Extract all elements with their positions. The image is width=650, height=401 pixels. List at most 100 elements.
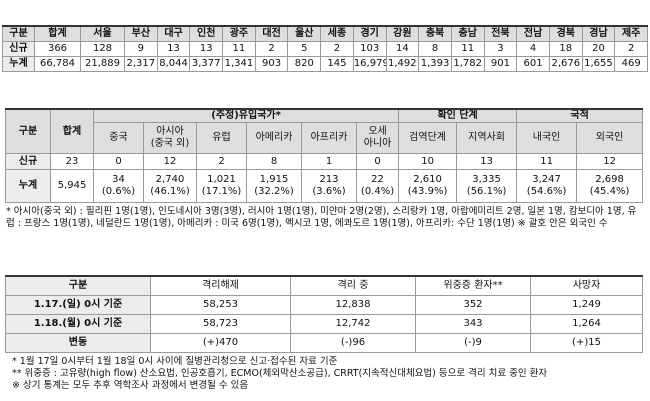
cell: 경기 [352, 25, 387, 42]
cell: 11 [222, 41, 256, 57]
cell: 1,249 [530, 295, 643, 315]
cell: 오세 아니아 [355, 122, 400, 154]
row: 신규 23 0 12 2 8 1 0 10 13 11 12 [5, 153, 644, 170]
cell: 1.18.(월) 0시 기준 [5, 314, 151, 334]
cell: 10 [398, 153, 458, 170]
cell: (-)9 [415, 333, 531, 353]
row: 1.17.(일) 0시 기준 58,253 12,838 352 1,249 [5, 295, 643, 315]
cell: 충북 [418, 25, 452, 42]
cell-line: (43.9%) [407, 186, 448, 197]
cell: 제주 [614, 25, 648, 42]
cell-line: (45.4%) [589, 186, 630, 197]
cell: 2,740 (46.1%) [143, 169, 197, 203]
cell: (+)470 [150, 333, 291, 353]
regional-table: 구분 합계 서울 부산 대구 인천 광주 대전 울산 세종 경기 강원 충북 충남 전북 전남 경북 경남 제주 신규… [2, 25, 648, 72]
cell: 1,782 [450, 56, 485, 72]
cell: 울산 [287, 25, 322, 42]
cell: 58,253 [150, 295, 291, 315]
cell: 1,341 [222, 56, 256, 72]
cell: 8 [246, 153, 302, 170]
cell-line: (54.6%) [526, 186, 567, 197]
cell: 국적 [516, 108, 644, 123]
cell-line: (32.2%) [254, 186, 294, 197]
cell-line: (0.4%) [360, 186, 395, 197]
cell-line: 3,335 [472, 174, 501, 185]
cell: 12 [576, 153, 644, 170]
cell-line: 22 [371, 174, 384, 185]
cell-line: 1,915 [259, 174, 289, 185]
cell: 세종 [320, 25, 354, 42]
cell: 아시아 (중국 외) [143, 122, 197, 154]
cell: 서울 [80, 25, 125, 42]
cell: 0 [355, 153, 400, 170]
status-table: 구분 격리해제 격리 중 위중증 환자** 사망자 1.17.(일) 0시 기준 58,25… [5, 275, 643, 353]
subheader-row: 중국 아시아 (중국 외) 유럽 아메리카 아프리카 오세 아니아 검역단계 지역사회 내국인 외… [6, 122, 644, 154]
cell: 충남 [450, 25, 485, 42]
cell: 합계 [50, 108, 94, 154]
cell: 0 [93, 153, 144, 170]
cell: 1,492 [385, 56, 420, 72]
cell: 352 [415, 295, 531, 315]
cell: 1,264 [530, 314, 643, 334]
cell: 23 [50, 153, 94, 170]
cell: 366 [34, 41, 81, 57]
cell: 3,335 (56.1%) [456, 169, 518, 203]
cell: 5 [287, 41, 322, 57]
cell: 경남 [581, 25, 616, 42]
row: 신규 366 128 9 13 13 11 2 5 2 103 14 8 11 3 4 18 20 2 [2, 41, 648, 57]
cell: 3,247 (54.6%) [516, 169, 578, 203]
cell: (추정)유입국가* [92, 108, 400, 123]
cell-line: (17.1%) [201, 186, 242, 197]
cell: 2 [254, 41, 289, 57]
cell: 18 [548, 41, 583, 57]
cell: 신규 [2, 41, 35, 57]
cell: 신규 [5, 153, 51, 170]
cell: 2,676 [548, 56, 583, 72]
cell: 22 (0.4%) [355, 169, 400, 203]
cell-line: 2,610 [413, 174, 442, 185]
cell: 구분 [5, 108, 51, 154]
cell: 34 (0.6%) [93, 169, 144, 203]
cell: 2,610 (43.9%) [398, 169, 458, 203]
row: 구분 격리해제 격리 중 위중증 환자** 사망자 [5, 275, 643, 296]
inflow-table: 구분 합계 (추정)유입국가* 확인 단계 국적 중국 아시아 (중국 외) 유럽 아메리카 아프… [5, 108, 644, 203]
cell: 확인 단계 [398, 108, 518, 123]
row: 누계 5,945 34 (0.6%) 2,740 (46.1%) 1,021 (17.1%) 1… [5, 169, 644, 203]
cell: 128 [80, 41, 125, 57]
cell: 4 [516, 41, 550, 57]
cell: 13 [156, 41, 191, 57]
row: 누계 66,784 21,889 2,317 8,044 3,377 1,341 903 820… [2, 56, 648, 72]
cell-line: 213 [319, 174, 339, 185]
cell: 1,393 [418, 56, 452, 72]
cell: 903 [254, 56, 289, 72]
cell: 601 [516, 56, 550, 72]
header-row: 구분 합계 (추정)유입국가* 확인 단계 국적 [5, 108, 644, 154]
cell-line: (3.6%) [312, 186, 346, 197]
cell-line: 34 [112, 174, 125, 185]
cell: 213 (3.6%) [301, 169, 357, 203]
cell: 누계 [2, 56, 35, 72]
cell-line: (56.1%) [466, 186, 507, 197]
cell: 20 [581, 41, 616, 57]
cell: 12,742 [290, 314, 416, 334]
note-line: ※ 상기 통계는 모두 추후 역학조사 과정에서 변경될 수 있음 [12, 380, 249, 391]
cell-line: (0.6%) [101, 186, 136, 197]
row: 구분 합계 서울 부산 대구 인천 광주 대전 울산 세종 경기 강원 충북 충남 전북 전남 경북 경남 제주 [2, 25, 648, 42]
cell: 광주 [222, 25, 256, 42]
cell: 강원 [385, 25, 420, 42]
cell: 145 [320, 56, 354, 72]
note-line: * 1월 17일 0시부터 1월 18일 0시 사이에 질병관리청으로 신고·접… [12, 356, 338, 367]
cell: 21,889 [80, 56, 125, 72]
cell: 격리해제 [150, 275, 291, 296]
cell: 14 [385, 41, 420, 57]
cell: 1 [301, 153, 357, 170]
cell: 구분 [2, 25, 35, 42]
cell: 66,784 [34, 56, 81, 72]
cell: 1,655 [581, 56, 616, 72]
cell: 58,723 [150, 314, 291, 334]
cell-line: (46.1%) [150, 186, 190, 197]
cell-line: 1,021 [207, 174, 236, 185]
cell: (-)96 [290, 333, 416, 353]
cell: 1.17.(일) 0시 기준 [5, 295, 151, 315]
